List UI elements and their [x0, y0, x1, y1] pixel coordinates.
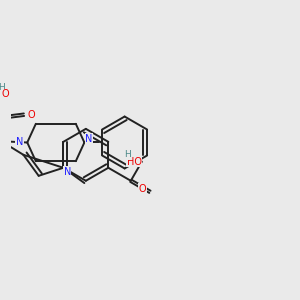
- Text: N: N: [64, 167, 71, 177]
- Text: HO: HO: [127, 157, 142, 167]
- Text: H: H: [0, 83, 5, 92]
- Text: O: O: [2, 89, 9, 100]
- Text: O: O: [138, 184, 146, 194]
- Text: O: O: [28, 110, 35, 120]
- Text: H: H: [124, 150, 131, 159]
- Text: N: N: [85, 134, 93, 144]
- Text: N: N: [16, 136, 23, 146]
